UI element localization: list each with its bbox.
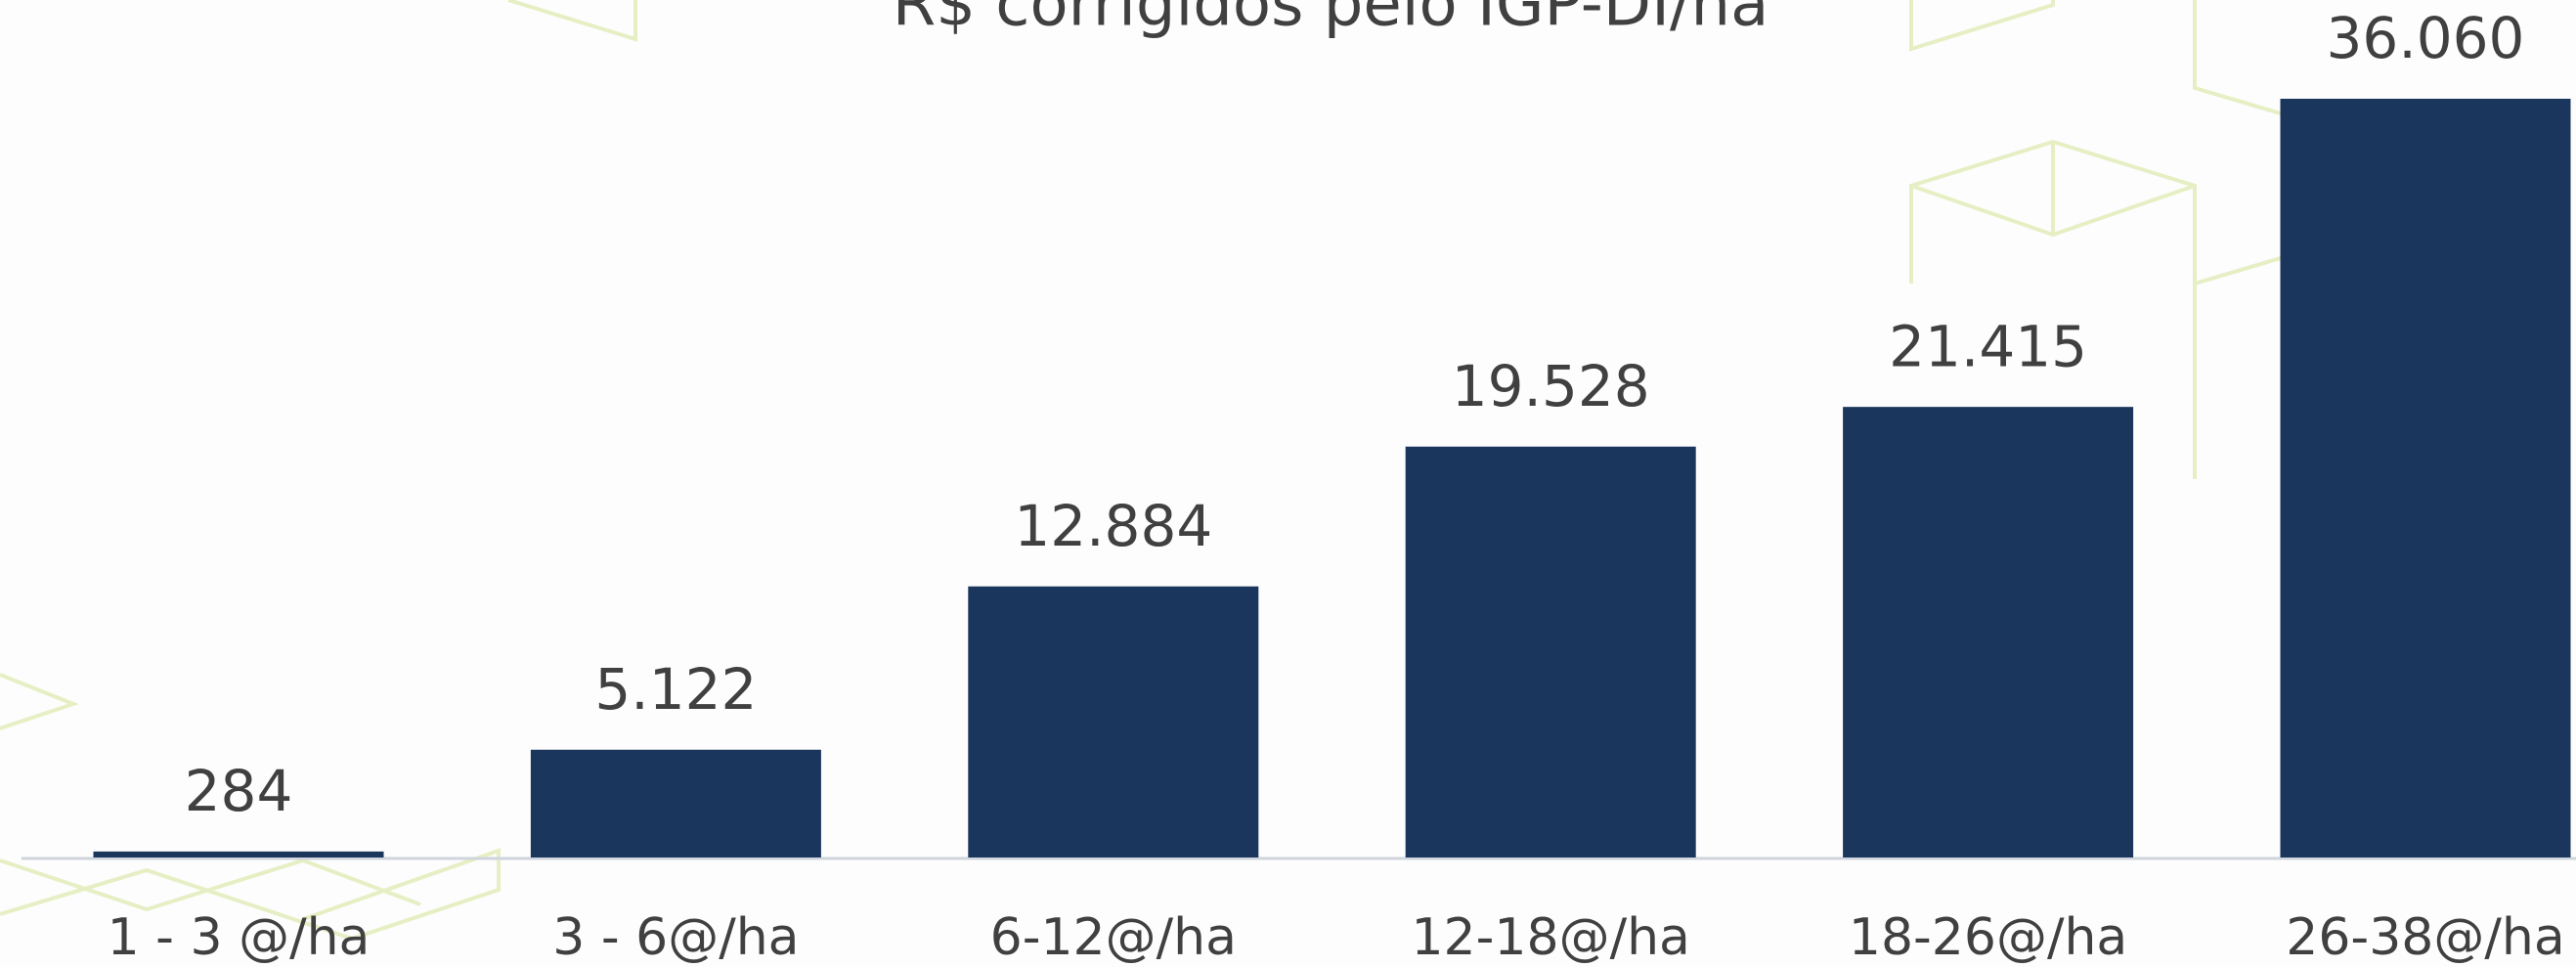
bar (2280, 99, 2571, 857)
x-tick-label: 3 - 6@/ha (552, 908, 799, 967)
value-label: 19.528 (1452, 353, 1650, 419)
value-label: 5.122 (594, 656, 757, 723)
bar (530, 749, 821, 857)
value-label: 284 (185, 758, 293, 824)
value-label: 12.884 (1014, 493, 1212, 559)
value-label: 36.060 (2327, 5, 2525, 71)
chart-title: R$ corrigidos pelo IGP-DI/ha (893, 0, 1769, 41)
bar (93, 851, 384, 857)
bar (1405, 446, 1696, 857)
x-tick-label: 26-38@/ha (2286, 908, 2564, 967)
x-tick-label: 6-12@/ha (990, 908, 1237, 967)
bar (1843, 407, 2134, 857)
bar (968, 586, 1259, 857)
x-tick-label: 12-18@/ha (1411, 908, 1689, 967)
x-tick-label: 1 - 3 @/ha (108, 908, 371, 967)
value-label: 21.415 (1889, 313, 2087, 379)
x-tick-label: 18-26@/ha (1849, 908, 2127, 967)
